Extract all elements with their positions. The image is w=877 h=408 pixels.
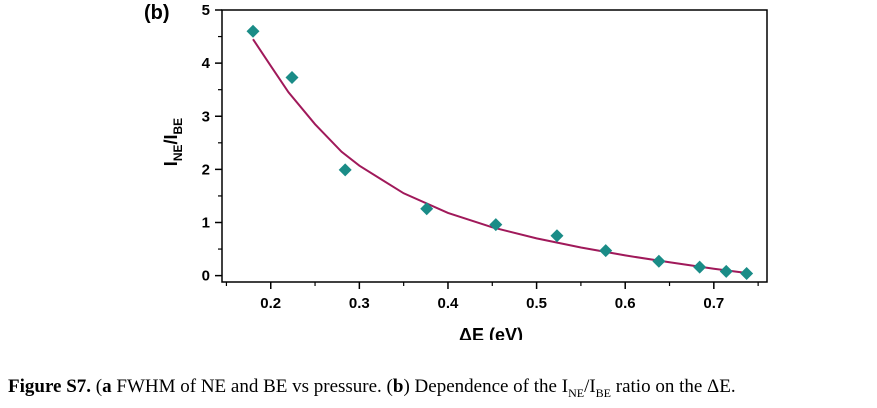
y-label-sub2: BE <box>171 118 185 135</box>
data-point-0 <box>246 24 260 38</box>
plot-frame <box>221 9 768 283</box>
data-point-10 <box>740 267 754 280</box>
data-point-1 <box>285 70 299 84</box>
caption-b-text-2: /I <box>584 376 596 397</box>
y-axis-label: INE/IBE <box>161 118 185 166</box>
axes <box>221 9 768 283</box>
y-tick-label-5: 5 <box>202 2 210 19</box>
y-tick-label-2: 2 <box>202 161 210 178</box>
data-point-9 <box>719 264 733 278</box>
caption-b-text-1: ) Dependence of the I <box>403 376 569 397</box>
caption-figure-label: Figure S7. <box>8 376 92 397</box>
data-point-6 <box>599 244 613 258</box>
y-tick-label-3: 3 <box>202 108 210 125</box>
data-point-7 <box>652 254 666 268</box>
chart: (b) 0.2 0.3 0.4 0.5 0.6 0.7 0 1 2 3 4 5 ΔE (eV) INE… <box>144 2 768 340</box>
data-point-5 <box>550 229 564 243</box>
ticks: 0.2 0.3 0.4 0.5 0.6 0.7 0 1 2 3 4 5 <box>202 2 759 312</box>
caption-b-text-3: ratio on the ΔE. <box>611 376 736 397</box>
caption-b-label: b <box>392 376 404 397</box>
x-tick-label-1: 0.3 <box>349 295 370 312</box>
x-tick-label-2: 0.4 <box>438 295 460 312</box>
caption-sub2: BE <box>595 385 612 400</box>
data-point-8 <box>693 260 707 274</box>
x-tick-label-0: 0.2 <box>260 295 281 312</box>
caption-a-text: FWHM of NE and BE vs pressure. ( <box>111 376 393 397</box>
data-markers <box>246 24 754 280</box>
caption-sub1: NE <box>568 385 585 400</box>
data-point-2 <box>338 163 352 177</box>
y-tick-label-0: 0 <box>202 268 210 285</box>
y-label-sep: /I <box>161 134 181 144</box>
data-point-3 <box>420 202 434 216</box>
x-axis-label: ΔE (eV) <box>459 325 523 340</box>
panel-label: (b) <box>144 2 170 24</box>
y-tick-label-4: 4 <box>202 55 211 72</box>
caption-a-label: a <box>102 376 112 397</box>
x-tick-label-3: 0.5 <box>526 295 547 312</box>
data-point-4 <box>489 218 503 232</box>
y-label-sub1: NE <box>171 145 185 162</box>
y-label-main: I <box>161 161 181 166</box>
figure-caption: Figure S7. (a FWHM of NE and BE vs press… <box>8 376 736 400</box>
x-tick-label-5: 0.7 <box>703 295 724 312</box>
y-tick-label-1: 1 <box>202 215 210 232</box>
x-tick-label-4: 0.6 <box>615 295 636 312</box>
fit-curve <box>252 38 747 274</box>
